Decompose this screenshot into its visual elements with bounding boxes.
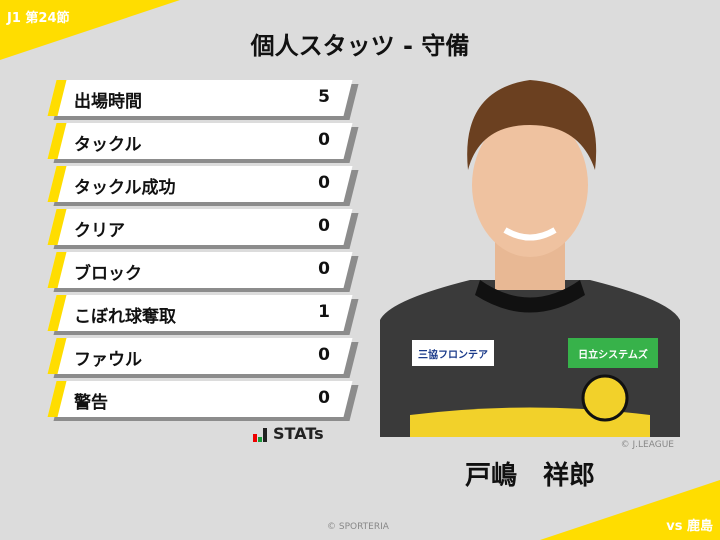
stat-value: 5 bbox=[318, 87, 330, 107]
round-label: J1 第24節 bbox=[7, 11, 70, 26]
stat-row: ブロック 0 bbox=[47, 252, 359, 292]
stat-value: 1 bbox=[318, 302, 330, 322]
bar-chart-icon bbox=[253, 428, 267, 442]
stat-label: ファウル bbox=[74, 350, 142, 370]
stat-value: 0 bbox=[318, 259, 330, 279]
stat-value: 0 bbox=[318, 216, 330, 236]
stat-value: 0 bbox=[318, 130, 330, 150]
stat-row: タックル 0 bbox=[47, 123, 359, 163]
stat-row: 出場時間 5 bbox=[47, 80, 359, 120]
opponent-label: vs 鹿島 bbox=[666, 519, 713, 534]
stat-label: こぼれ球奪取 bbox=[74, 307, 176, 327]
stats-logo: STATs bbox=[253, 426, 324, 442]
stat-row: クリア 0 bbox=[47, 209, 359, 249]
player-photo: 三協フロンテア 日立システムズ bbox=[380, 70, 680, 437]
stat-value: 0 bbox=[318, 173, 330, 193]
stat-label: 出場時間 bbox=[74, 92, 142, 112]
stat-row: こぼれ球奪取 1 bbox=[47, 295, 359, 335]
stat-label: タックル bbox=[74, 135, 142, 155]
sleeve-sponsor: 日立システムズ bbox=[578, 348, 648, 361]
stat-label: タックル成功 bbox=[74, 178, 176, 198]
corner-banner-bottom bbox=[540, 480, 720, 540]
corner-banner-top bbox=[0, 0, 180, 60]
chest-sponsor: 三協フロンテア bbox=[418, 348, 488, 361]
stats-logo-text: STATs bbox=[273, 424, 324, 443]
copyright: © SPORTERIA bbox=[327, 522, 389, 532]
stat-label: ブロック bbox=[74, 264, 142, 284]
stat-label: 警告 bbox=[74, 393, 108, 413]
stat-row: タックル成功 0 bbox=[47, 166, 359, 206]
stat-value: 0 bbox=[318, 345, 330, 365]
stat-label: クリア bbox=[74, 221, 125, 241]
stat-row: 警告 0 bbox=[47, 381, 359, 421]
stat-row: ファウル 0 bbox=[47, 338, 359, 378]
photo-credit: © J.LEAGUE bbox=[620, 440, 674, 450]
page-title: 個人スタッツ - 守備 bbox=[250, 32, 470, 60]
stat-value: 0 bbox=[318, 388, 330, 408]
